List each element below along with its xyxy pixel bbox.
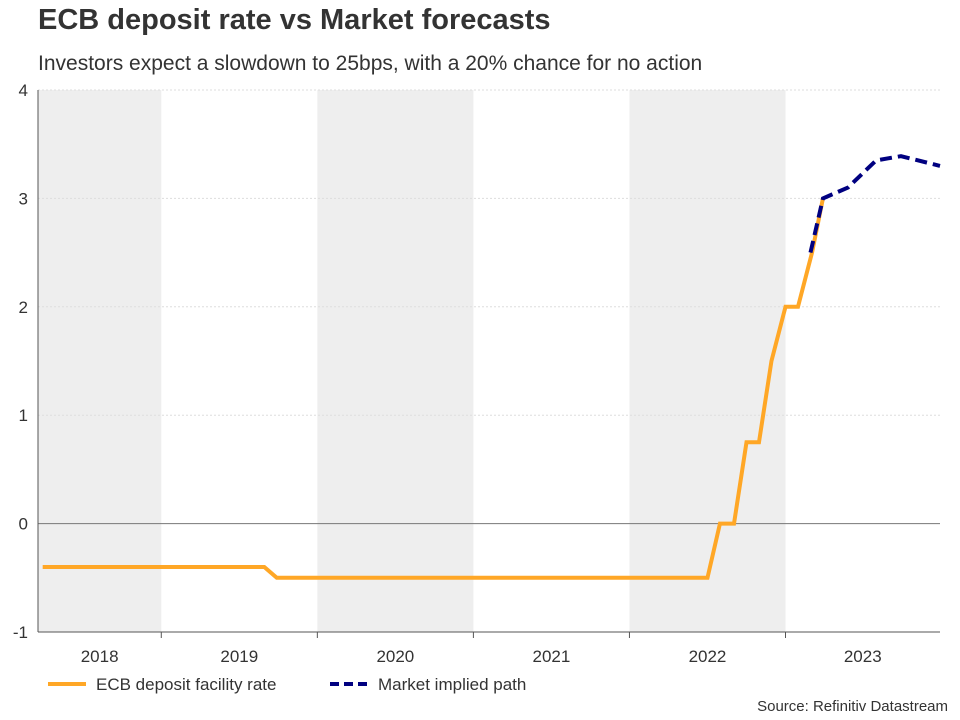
y-tick-label: 0: [19, 515, 28, 534]
chart-subtitle: Investors expect a slowdown to 25bps, wi…: [38, 52, 703, 75]
legend-label: ECB deposit facility rate: [96, 675, 276, 694]
x-tick-label: 2020: [376, 647, 414, 666]
source-note: Source: Refinitiv Datastream: [757, 698, 948, 715]
x-tick-label: 2023: [844, 647, 882, 666]
chart-title: ECB deposit rate vs Market forecasts: [38, 4, 551, 36]
y-tick-label: 1: [19, 406, 28, 425]
series-line-ecb-rate: [42, 198, 825, 580]
year-band: [317, 90, 474, 632]
y-tick-label: 2: [19, 298, 28, 317]
x-tick-label: 2022: [689, 647, 727, 666]
y-tick-label: 4: [19, 81, 28, 100]
series-line-market-path: [808, 154, 941, 254]
year-band: [629, 90, 786, 632]
y-tick-label: 3: [19, 189, 28, 208]
x-tick-label: 2021: [533, 647, 571, 666]
y-tick-label: -1: [13, 623, 28, 642]
year-band: [38, 90, 162, 632]
legend-label: Market implied path: [378, 675, 526, 694]
x-tick-label: 2018: [81, 647, 119, 666]
x-tick-label: 2019: [220, 647, 258, 666]
